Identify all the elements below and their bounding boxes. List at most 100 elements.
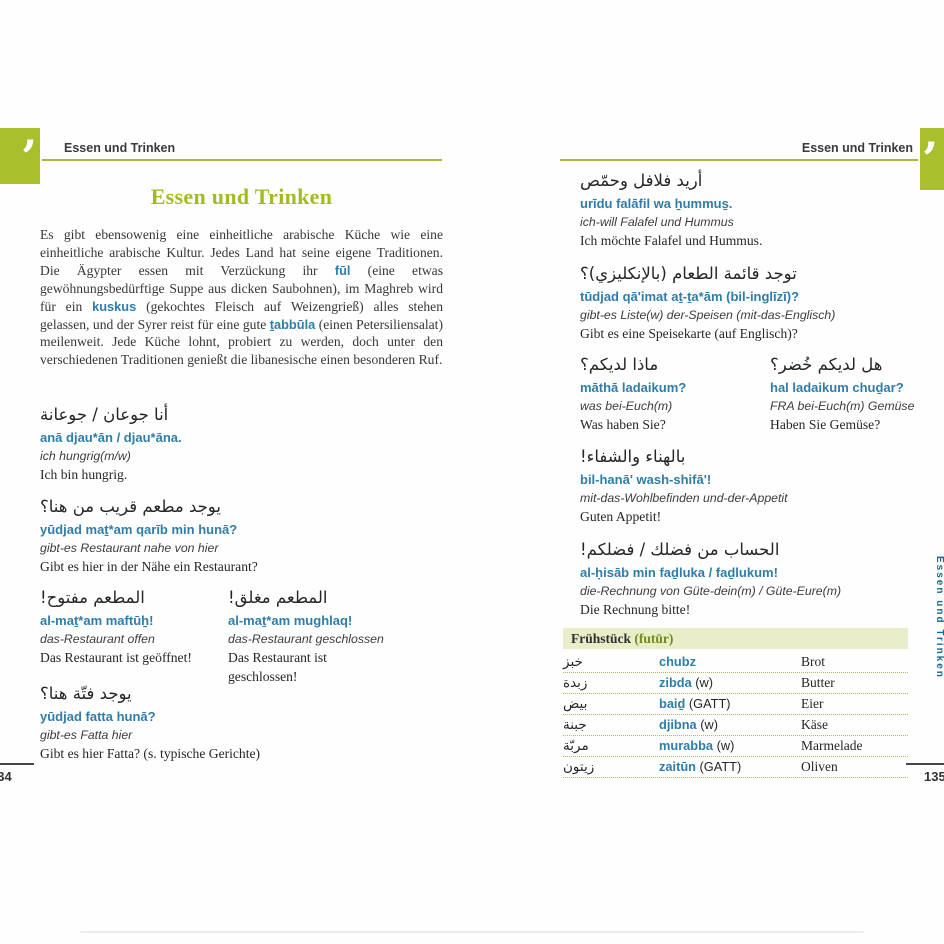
- vocab-table: Frühstück (futūr) خبز chubz Brot زبدة zi…: [563, 628, 908, 778]
- phrase-entry: المطعم مغلق! al-maṯ*am mughlaq! das-Rest…: [228, 585, 428, 686]
- cell-arabic: بيض: [563, 696, 588, 712]
- german-line: Das Restaurant ist geschlossen!: [228, 650, 327, 684]
- table-row: زبدة zibda (w) Butter: [563, 673, 908, 694]
- arabic-line: أنا جوعان / جوعانة: [40, 405, 169, 424]
- german-line: Die Rechnung bitte!: [580, 602, 691, 617]
- translit-word: djibna: [659, 717, 697, 732]
- arabic-line: توجد قائمة الطعام (بالإنكليزي)؟: [580, 264, 797, 283]
- margin-tab-text-right: Essen und Trinken: [934, 556, 944, 679]
- german-line: Guten Appetit!: [580, 509, 662, 524]
- german-line: Was haben Sie?: [580, 417, 666, 432]
- gloss-line: gibt-es Restaurant nahe von hier: [40, 541, 219, 555]
- cell-arabic: زيتون: [563, 759, 595, 775]
- translit-word: zibda: [659, 675, 692, 690]
- transliteration-line: al-ḥisāb min faḏluka / faḏlukum!: [580, 565, 778, 580]
- transliteration-line: urīdu falāfil wa ẖummus̱.: [580, 196, 733, 211]
- gloss-line: die-Rechnung von Güte-dein(m) / Güte-Eur…: [580, 584, 842, 598]
- cell-german: Oliven: [801, 759, 838, 774]
- cell-transliteration: zaitūn (GATT): [651, 757, 773, 777]
- translit-note: (w): [696, 717, 719, 732]
- page-title: Essen und Trinken: [150, 184, 333, 209]
- transliteration-line: anā djau*ān / djau*āna.: [40, 430, 182, 445]
- transliteration-line: hal ladaikum chuḏar?: [770, 380, 904, 395]
- table-row: جبنة djibna (w) Käse: [563, 715, 908, 736]
- footer-rule-left: [0, 763, 34, 765]
- german-line: Ich bin hungrig.: [40, 467, 128, 482]
- transliteration-line: māthā ladaikum?: [580, 380, 687, 395]
- translit-note: (w): [713, 738, 735, 753]
- arabic-line: هل لديكم خُضر؟: [770, 355, 883, 374]
- table-row: خبز chubz Brot: [563, 652, 908, 673]
- arabic-term: ṯabbūla: [269, 316, 316, 332]
- translit-word: murabba: [659, 738, 714, 753]
- arabic-line: يوجد فتّة هنا؟: [40, 684, 132, 703]
- cell-arabic: مربّة: [563, 738, 589, 754]
- quote-icon: ’: [20, 130, 37, 184]
- translit-note: (GATT): [685, 696, 731, 711]
- phrase-entry: الحساب من فضلك / فضلكم! al-ḥisāb min faḏ…: [580, 537, 910, 619]
- translit-word: chubz: [659, 654, 696, 669]
- arabic-line: المطعم مفتوح!: [40, 588, 145, 607]
- phrase-entry: ماذا لديكم؟ māthā ladaikum? was bei-Euch…: [580, 352, 750, 434]
- arabic-line: ماذا لديكم؟: [580, 355, 659, 374]
- arabic-line: يوجد مطعم قريب من هنا؟: [40, 497, 221, 516]
- intro-text: (eine etwas gewöhnungsbedürftige Suppe a…: [40, 262, 443, 314]
- arabic-term: kuskus: [92, 298, 137, 314]
- cell-german: Eier: [801, 696, 824, 711]
- german-line: Gibt es hier Fatta? (s. typische Gericht…: [40, 746, 261, 761]
- german-line: Das Restaurant ist geöffnet!: [40, 650, 192, 665]
- cell-german: Brot: [801, 654, 826, 669]
- german-line: Gibt es hier in der Nähe ein Restaurant?: [40, 559, 258, 574]
- arabic-term: fūl: [334, 262, 351, 278]
- phrase-entry: هل لديكم خُضر؟ hal ladaikum chuḏar? FRA …: [770, 352, 940, 434]
- footer-rule-right: [906, 763, 944, 765]
- translit-note: (GATT): [695, 759, 742, 774]
- intro-text: (einen Petersiliensalat) meilenweit. Jed…: [40, 316, 443, 368]
- cell-arabic: جبنة: [563, 717, 587, 733]
- gloss-line: FRA bei-Euch(m) Gemüse: [770, 399, 915, 413]
- german-line: Gibt es eine Speisekarte (auf Englisch)?: [580, 326, 798, 341]
- cell-arabic: زبدة: [563, 675, 588, 691]
- translit-note: (w): [691, 675, 714, 690]
- header-rule-right: [560, 159, 918, 161]
- quote-icon: ’: [922, 132, 939, 186]
- chapter-tab-left: ’: [0, 128, 40, 184]
- cell-transliteration: chubz: [651, 652, 773, 672]
- translit-word: baiḏ: [659, 696, 686, 711]
- running-header-right: Essen und Trinken: [801, 141, 913, 155]
- transliteration-line: yūdjad maṯ*am qarīb min hunā?: [40, 522, 238, 537]
- cell-transliteration: zibda (w): [651, 673, 773, 693]
- transliteration-line: yūdjad fatta hunā?: [40, 709, 156, 724]
- page-edge-shadow: [80, 931, 864, 933]
- cell-german: Butter: [801, 675, 835, 690]
- gloss-line: gibt-es Liste(w) der-Speisen (mit-das-En…: [580, 308, 836, 322]
- intro-text: (gekochtes Fleisch auf Weizengrieß) alle…: [40, 298, 443, 332]
- cell-arabic: خبز: [563, 654, 583, 670]
- phrase-entry: يوجد فتّة هنا؟ yūdjad fatta hunā? gibt-e…: [40, 681, 443, 763]
- cell-transliteration: murabba (w): [651, 736, 773, 756]
- vocab-table-title-translit: (futūr): [634, 631, 674, 646]
- arabic-line: الحساب من فضلك / فضلكم!: [580, 540, 780, 559]
- header-rule-left: [42, 159, 442, 161]
- phrase-entry: يوجد مطعم قريب من هنا؟ yūdjad maṯ*am qar…: [40, 494, 443, 576]
- gloss-line: das-Restaurant geschlossen: [228, 632, 384, 646]
- gloss-line: ich hungrig(m/w): [40, 449, 131, 463]
- vocab-table-title: Frühstück: [571, 631, 635, 646]
- cell-transliteration: baiḏ (GATT): [651, 694, 773, 714]
- german-line: Haben Sie Gemüse?: [770, 417, 881, 432]
- table-row: بيض baiḏ (GATT) Eier: [563, 694, 908, 715]
- phrase-entry: أنا جوعان / جوعانة anā djau*ān / djau*ān…: [40, 402, 443, 484]
- transliteration-line: tūdjad qā'imat aṯ-ṯa*ām (bil-inglīzī)?: [580, 289, 800, 304]
- page-number-right: 135: [924, 769, 944, 784]
- arabic-line: أريد فلافل وحمّص: [580, 171, 703, 190]
- phrase-entry: بالهناء والشفاء! bil-hanā' wash-shifā'! …: [580, 444, 910, 526]
- arabic-line: بالهناء والشفاء!: [580, 447, 686, 466]
- gloss-line: was bei-Euch(m): [580, 399, 673, 413]
- gloss-line: das-Restaurant offen: [40, 632, 155, 646]
- cell-german: Marmelade: [801, 738, 863, 753]
- phrase-entry: توجد قائمة الطعام (بالإنكليزي)؟ tūdjad q…: [580, 261, 910, 343]
- gloss-line: ich-will Falafel und Hummus: [580, 215, 734, 229]
- arabic-line: المطعم مغلق!: [228, 588, 328, 607]
- phrase-entry: المطعم مفتوح! al-maṯ*am maftūẖ! das-Rest…: [40, 585, 226, 667]
